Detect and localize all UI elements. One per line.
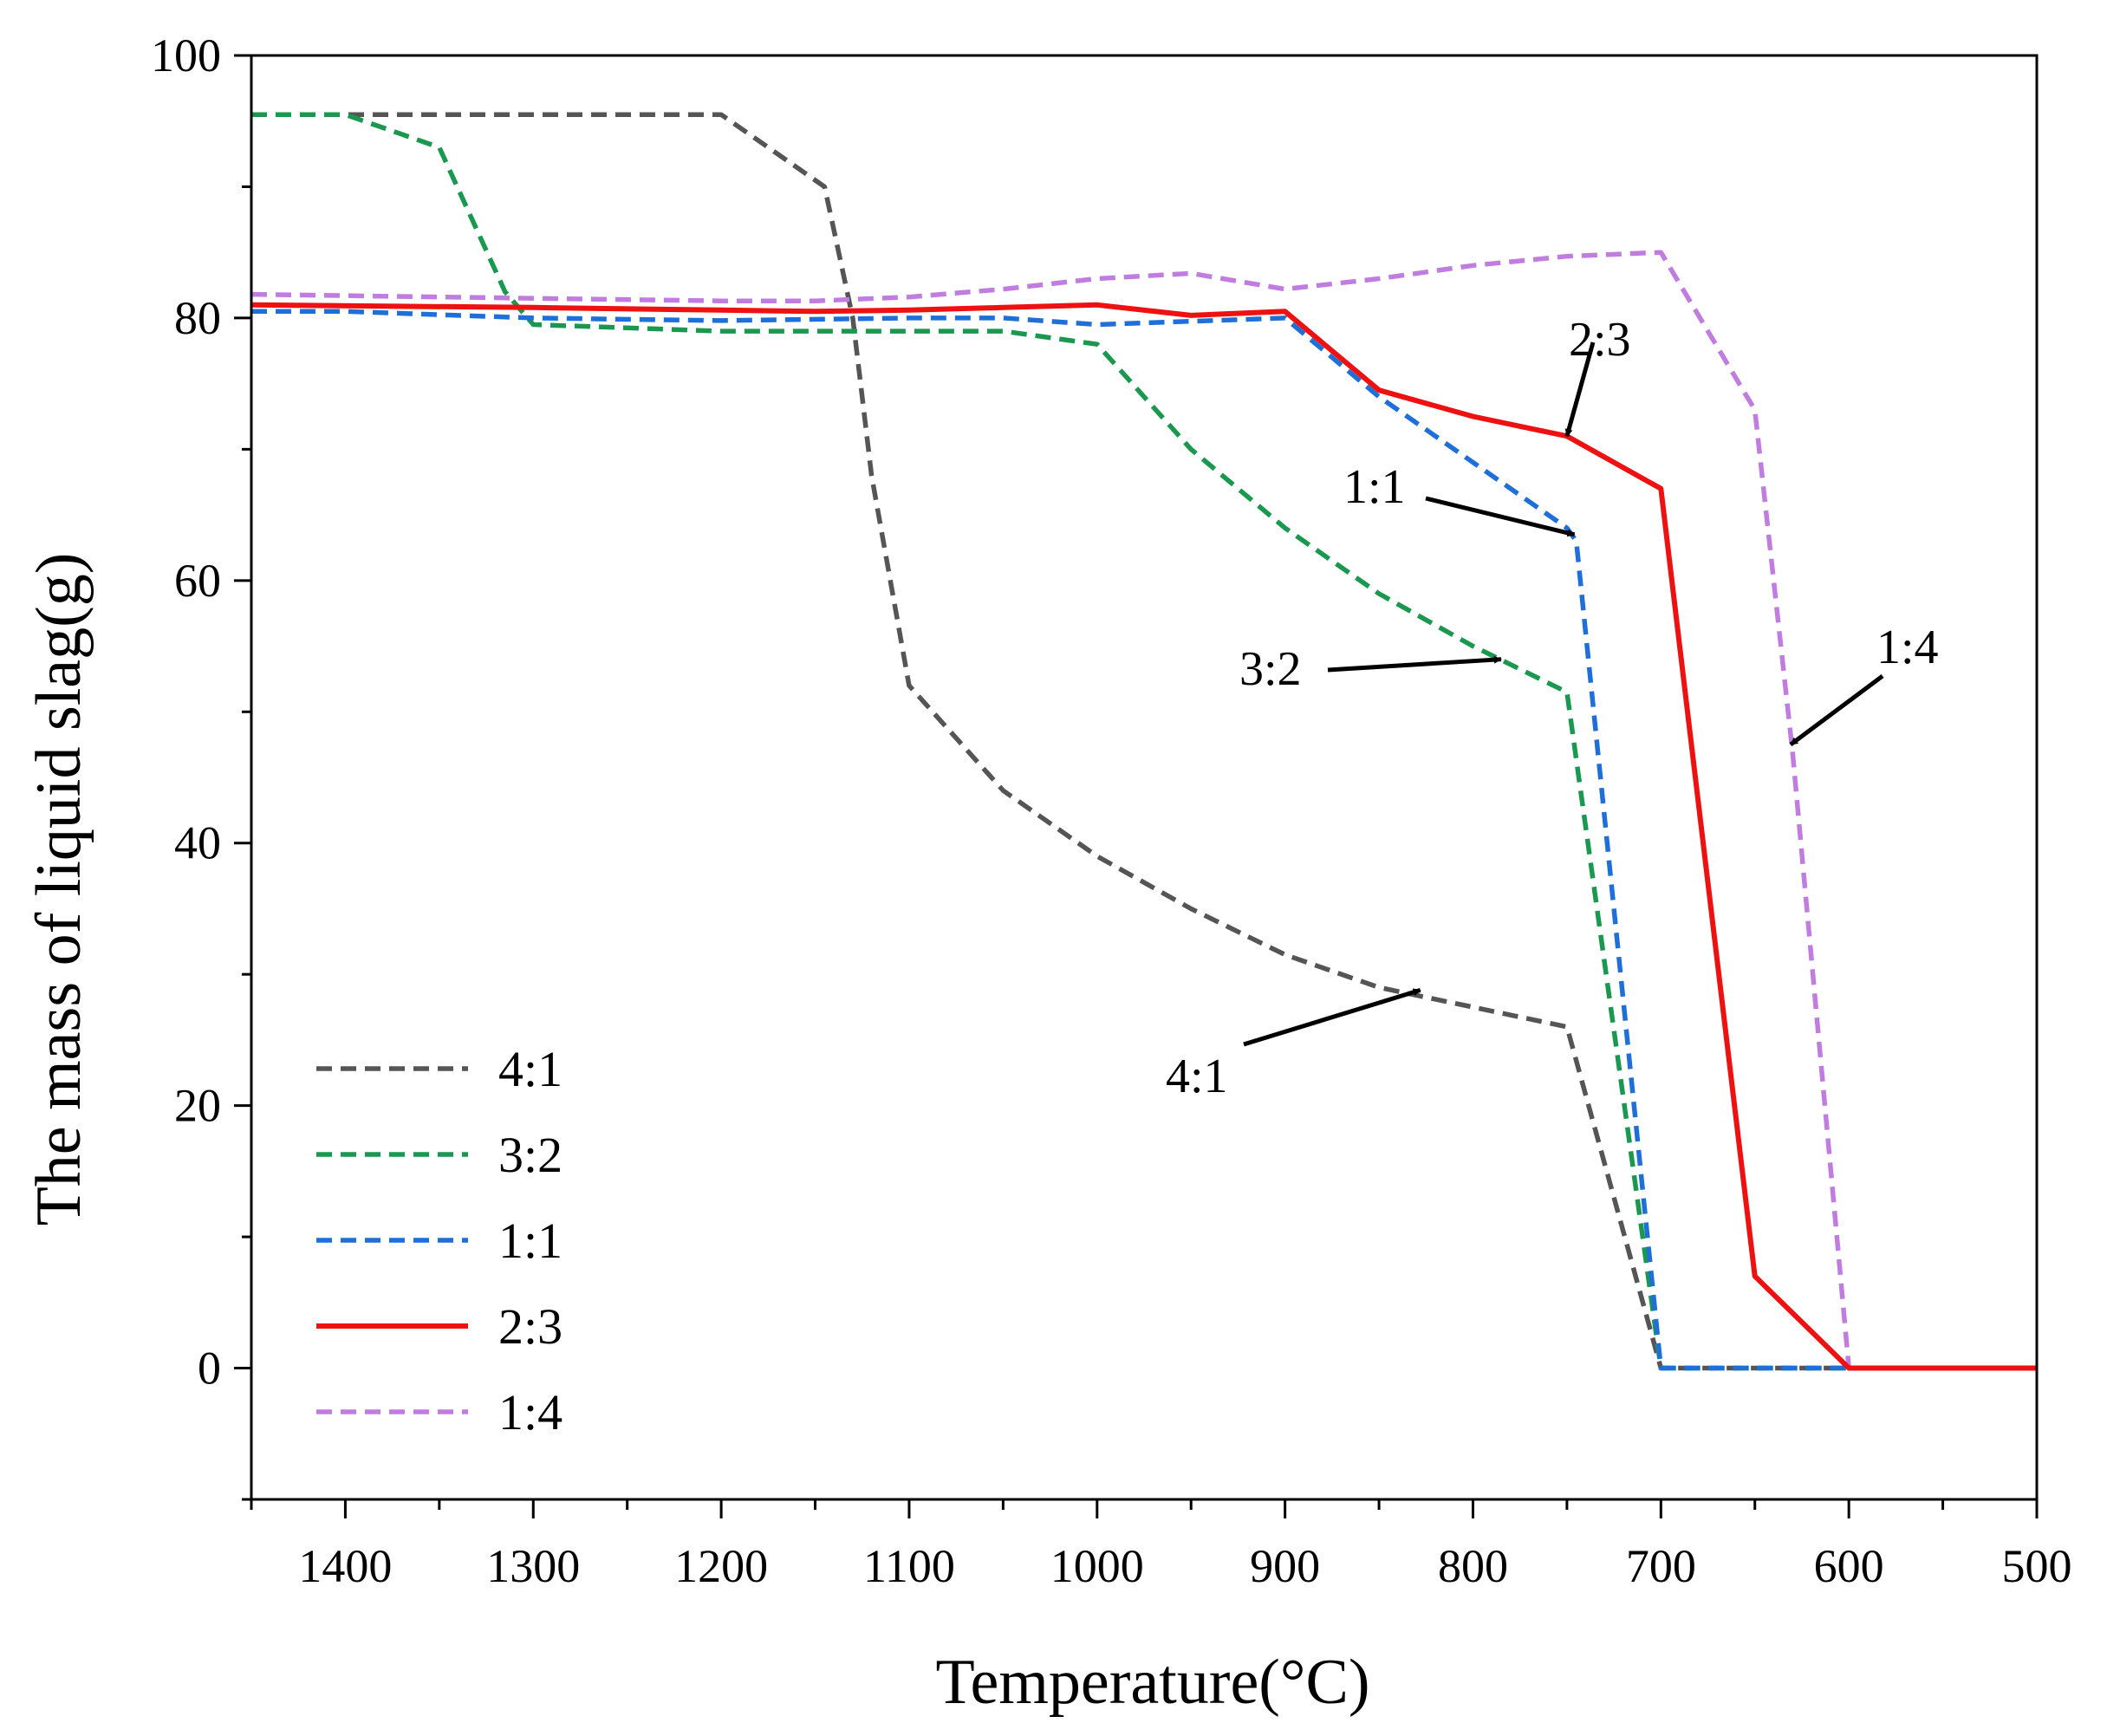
annotation-arrow-2-3 — [1564, 341, 1596, 438]
x-tick-label: 1100 — [863, 1540, 955, 1592]
annotation-label-1-4: 1:4 — [1876, 621, 1939, 674]
series-line-4-1 — [251, 112, 2037, 1371]
series-line-2-3 — [250, 302, 2037, 1371]
x-tick-label: 1400 — [298, 1540, 392, 1592]
y-tick-label: 40 — [174, 817, 221, 869]
y-tick-label: 80 — [174, 292, 221, 344]
y-tick-label: 20 — [174, 1080, 221, 1132]
annotation-label-1-1: 1:1 — [1343, 460, 1406, 514]
y-axis: 0 20 40 60 80 100 — [151, 29, 251, 1501]
x-tick-label: 1200 — [674, 1540, 768, 1592]
legend-label-1-1: 1:1 — [498, 1213, 563, 1269]
series-line-3-2 — [251, 112, 2037, 1371]
series-line-1-4 — [250, 250, 2037, 1371]
y-axis-title: The mass of liquid slag(g) — [23, 553, 94, 1226]
annotation-arrow-4-1 — [1243, 987, 1421, 1047]
x-tick-label: 500 — [2002, 1540, 2072, 1592]
plot-frame — [250, 54, 2039, 1501]
legend-label-3-2: 3:2 — [498, 1127, 563, 1183]
x-tick-label: 700 — [1626, 1540, 1696, 1592]
annotation-arrow-1-1 — [1425, 496, 1576, 537]
x-tick-label: 800 — [1438, 1540, 1508, 1592]
x-tick-label: 1300 — [486, 1540, 580, 1592]
x-axis-title: Temperature(°C) — [935, 1647, 1369, 1718]
x-tick-label: 600 — [1814, 1540, 1884, 1592]
series-layer — [250, 112, 2037, 1371]
x-tick-label: 900 — [1250, 1540, 1320, 1592]
annotations: 2:3 1:1 3:2 1:4 4:1 — [1166, 313, 1939, 1103]
y-tick-label: 100 — [151, 29, 221, 81]
x-axis: 1400 1300 1200 1100 1000 900 800 700 600 500 — [250, 1499, 2072, 1592]
y-tick-label: 0 — [198, 1343, 221, 1395]
legend-label-1-4: 1:4 — [498, 1384, 563, 1440]
legend: 4:1 3:2 1:1 2:3 1:4 — [316, 1041, 563, 1440]
annotation-label-4-1: 4:1 — [1166, 1050, 1228, 1103]
annotation-arrow-3-2 — [1327, 655, 1502, 673]
y-tick-label: 60 — [174, 555, 221, 607]
x-tick-label: 1000 — [1050, 1540, 1144, 1592]
annotation-arrow-1-4 — [1789, 673, 1884, 747]
legend-label-2-3: 2:3 — [498, 1298, 563, 1355]
annotation-label-2-3: 2:3 — [1569, 313, 1631, 367]
annotation-label-3-2: 3:2 — [1239, 642, 1302, 696]
legend-label-4-1: 4:1 — [498, 1041, 563, 1097]
